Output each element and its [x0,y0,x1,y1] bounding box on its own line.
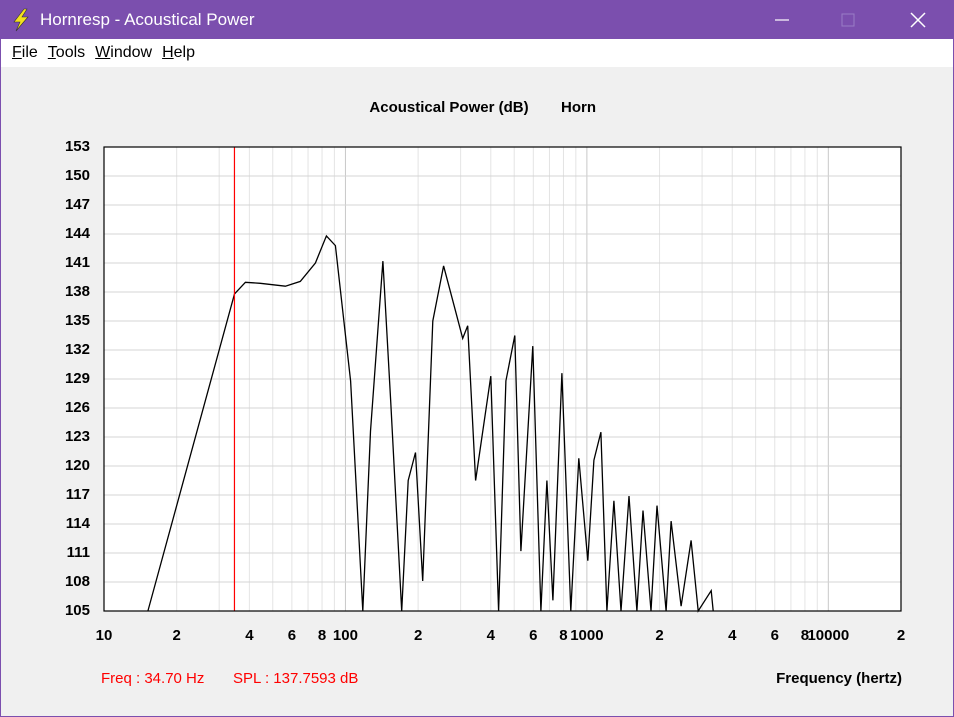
y-tick-label: 108 [65,573,90,590]
x-tick-label: 10 [96,627,113,644]
x-tick-label: 4 [728,627,737,644]
y-tick-label: 129 [65,370,90,387]
y-tick-label: 120 [65,457,90,474]
y-tick-label: 111 [67,544,90,561]
x-tick-label: 6 [529,627,537,644]
cursor-frequency: Freq : 34.70 Hz [101,670,204,687]
response-curve [147,234,714,613]
menu-bar: File Tools Window Help [1,39,953,67]
window-title: Hornresp - Acoustical Power [40,10,255,29]
title-bar: Hornresp - Acoustical Power [1,1,953,39]
y-tick-label: 123 [65,428,90,445]
y-tick-label: 150 [65,167,90,184]
chart-title: Acoustical Power (dB) [369,99,528,116]
x-tick-label: 8 [801,627,809,644]
menu-help[interactable]: Help [162,44,195,61]
x-tick-label: 8 [318,627,326,644]
cursor-spl: SPL : 137.7593 dB [233,670,358,687]
minimize-button[interactable] [759,1,805,39]
y-tick-label: 132 [65,341,90,358]
x-tick-label: 6 [771,627,779,644]
x-axis-label: Frequency (hertz) [776,670,902,687]
y-tick-label: 135 [65,312,90,329]
plot-border [103,146,902,612]
y-tick-label: 147 [65,196,90,213]
x-tick-label: 1000 [570,627,603,644]
y-tick-label: 117 [66,486,90,503]
x-tick-label: 6 [288,627,296,644]
x-tick-label: 4 [245,627,254,644]
x-tick-label: 2 [414,627,422,644]
y-tick-label: 105 [65,602,90,619]
chart-subtitle: Horn [561,99,596,116]
app-icon [13,8,29,32]
x-tick-label: 10000 [807,627,849,644]
y-tick-label: 114 [66,515,91,532]
x-tick-label: 8 [559,627,567,644]
y-tick-label: 153 [65,138,90,155]
y-tick-label: 138 [65,283,90,300]
menu-tools[interactable]: Tools [47,44,86,61]
chart: Acoustical Power (dB) Horn Frequency (he… [65,99,905,687]
menu-window[interactable]: Window [95,44,153,61]
close-button[interactable] [895,1,941,39]
menu-file[interactable]: File [12,44,38,61]
y-tick-label: 141 [65,254,90,271]
x-tick-label: 100 [333,627,358,644]
y-tick-label: 144 [65,225,91,242]
x-tick-label: 4 [487,627,496,644]
x-tick-label: 2 [655,627,663,644]
x-tick-label: 2 [897,627,905,644]
y-tick-label: 126 [65,399,90,416]
maximize-button[interactable] [825,1,871,39]
x-tick-label: 2 [173,627,181,644]
